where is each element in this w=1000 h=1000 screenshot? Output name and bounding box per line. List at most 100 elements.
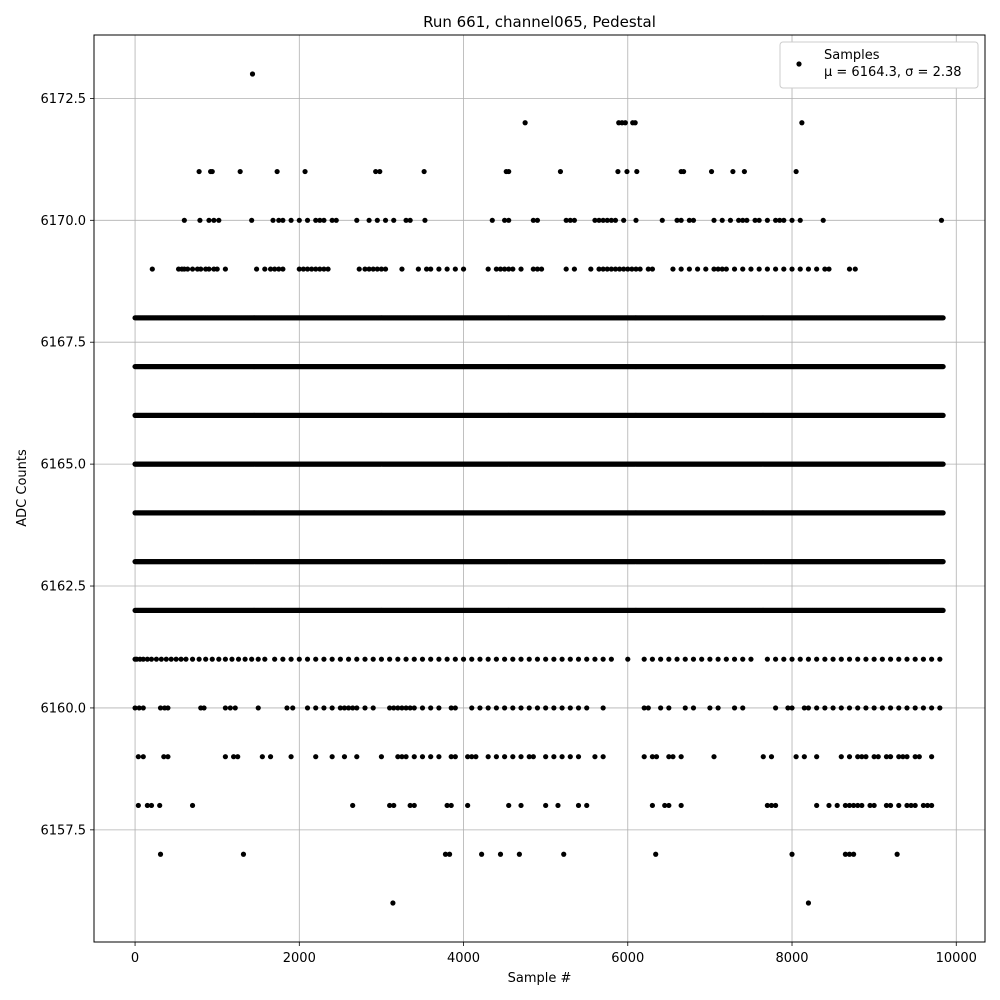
- data-point: [350, 705, 356, 711]
- data-point: [649, 754, 656, 760]
- data-point: [395, 754, 401, 760]
- data-point: [690, 217, 697, 223]
- data-point: [469, 656, 475, 662]
- data-point: [649, 266, 656, 272]
- data-point: [366, 217, 372, 223]
- data-point: [274, 168, 280, 175]
- data-point: [805, 656, 812, 662]
- data-point: [132, 705, 138, 711]
- data-point: [723, 656, 729, 662]
- data-point: [575, 656, 582, 662]
- data-point: [387, 656, 393, 662]
- data-point: [403, 217, 409, 223]
- data-point: [670, 266, 676, 272]
- data-point: [304, 656, 311, 662]
- data-point: [448, 754, 454, 760]
- data-point: [805, 266, 812, 272]
- data-point: [772, 705, 779, 711]
- data-point: [760, 754, 766, 760]
- data-point: [510, 656, 516, 662]
- data-point: [216, 217, 222, 223]
- data-point: [904, 656, 910, 662]
- data-point: [222, 656, 228, 662]
- data-point: [805, 900, 812, 906]
- data-point: [280, 656, 286, 662]
- data-point: [444, 656, 450, 662]
- data-point: [604, 217, 610, 223]
- data-point: [785, 705, 791, 711]
- data-point: [391, 217, 397, 223]
- data-point: [337, 705, 343, 711]
- data-point: [781, 217, 787, 223]
- data-point: [510, 705, 516, 711]
- data-point: [214, 266, 220, 272]
- data-point: [465, 802, 471, 809]
- data-point: [567, 217, 573, 223]
- data-point: [337, 656, 343, 662]
- data-point: [446, 851, 453, 857]
- data-point: [708, 168, 715, 175]
- data-point: [366, 266, 372, 272]
- data-point: [629, 266, 635, 272]
- data-point: [350, 802, 356, 809]
- data-point: [419, 705, 426, 711]
- data-point: [452, 754, 458, 760]
- data-point: [518, 705, 524, 711]
- data-point: [302, 168, 308, 175]
- data-point: [559, 656, 565, 662]
- data-point: [304, 705, 311, 711]
- data-point: [506, 802, 512, 809]
- data-point: [894, 851, 900, 857]
- data-point: [255, 705, 261, 711]
- data-point: [317, 217, 323, 223]
- data-point: [534, 266, 541, 272]
- data-point: [157, 705, 164, 711]
- data-point: [419, 656, 426, 662]
- data-point: [354, 754, 360, 760]
- data-point: [421, 168, 427, 175]
- data-point: [764, 217, 770, 223]
- data-point: [649, 802, 656, 809]
- data-point: [262, 656, 268, 662]
- data-point: [659, 217, 665, 223]
- data-point: [240, 851, 247, 857]
- data-point: [390, 900, 396, 906]
- data-point: [797, 656, 803, 662]
- data-point: [185, 266, 191, 272]
- data-point: [658, 705, 664, 711]
- data-point: [772, 266, 779, 272]
- data-point: [908, 802, 914, 809]
- data-point: [600, 705, 606, 711]
- data-point: [744, 217, 750, 223]
- data-point: [485, 656, 491, 662]
- data-point: [149, 266, 155, 272]
- data-point: [395, 705, 401, 711]
- data-point: [407, 217, 413, 223]
- data-point: [321, 705, 327, 711]
- data-point: [662, 802, 668, 809]
- data-point: [637, 266, 643, 272]
- data-point: [600, 217, 606, 223]
- data-point: [196, 168, 202, 175]
- data-point: [678, 266, 684, 272]
- data-point: [460, 656, 467, 662]
- data-point: [395, 656, 401, 662]
- data-point: [362, 266, 368, 272]
- data-point: [448, 802, 454, 809]
- data-point: [596, 217, 602, 223]
- data-point: [543, 754, 549, 760]
- data-point: [838, 656, 844, 662]
- data-point: [465, 754, 471, 760]
- data-point: [442, 851, 449, 857]
- data-point: [641, 705, 647, 711]
- data-point: [863, 656, 869, 662]
- data-point: [896, 705, 902, 711]
- data-point: [249, 656, 255, 662]
- data-point: [920, 802, 927, 809]
- data-point: [506, 266, 512, 272]
- data-point: [518, 802, 524, 809]
- data-point: [615, 168, 621, 175]
- data-point: [727, 217, 734, 223]
- data-point: [436, 705, 442, 711]
